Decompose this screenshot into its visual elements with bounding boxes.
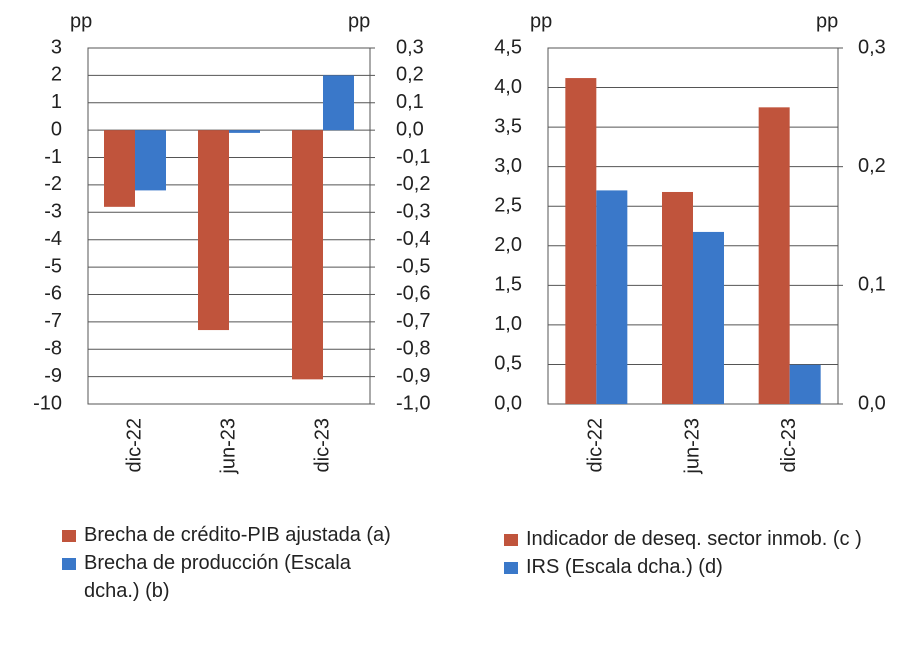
y2-tick-label: 0,0 [396,118,424,140]
y-axis-unit: pp [70,10,92,32]
y-tick-label: -2 [44,173,62,195]
y2-tick-label: 0,1 [396,91,424,113]
bar [565,78,597,404]
y-tick-label: 3 [51,36,62,58]
y-tick-label: 1,0 [494,313,522,335]
legend-item: Indicador de deseq. sector inmob. (c ) [504,525,874,553]
y-tick-label: 4,5 [494,36,522,58]
bar [693,231,724,404]
bar [758,107,790,404]
legend-item: IRS (Escala dcha.) (d) [504,553,874,581]
y-tick-label: 1,5 [494,274,522,296]
legend: Brecha de crédito-PIB ajustada (a) Brecha… [62,521,392,605]
bar [104,130,135,207]
y-tick-label: -5 [44,255,62,277]
y-tick-label: 4,0 [494,76,522,98]
x-tick-label: dic-23 [778,418,800,472]
legend-label: Indicador de deseq. sector inmob. (c ) [526,528,862,550]
y2-tick-label: -0,5 [396,255,430,277]
legend-label: Brecha de producción (Escala dcha.) (b) [84,552,351,602]
y-tick-label: 1 [51,91,62,113]
plot-frame [87,47,371,405]
y-tick-label: -4 [44,228,62,250]
legend-label: Brecha de crédito-PIB ajustada (a) [84,524,391,546]
bar [198,130,229,331]
bar [662,191,693,404]
bar [292,130,323,380]
y-tick-label: -7 [44,310,62,332]
bar [596,190,628,404]
y-axis-unit: pp [530,10,552,32]
y2-tick-label: 0,2 [858,155,886,177]
y-tick-label: 2,5 [494,195,522,217]
bar [229,130,260,133]
x-tick-label: jun-23 [217,418,239,475]
y-tick-label: -1 [44,146,62,168]
y2-tick-label: -0,1 [396,146,430,168]
y-tick-label: -9 [44,365,62,387]
y-tick-label: 2,0 [494,234,522,256]
legend-item: Brecha de producción (Escala dcha.) (b) [62,549,392,605]
x-tick-label: dic-23 [311,418,333,472]
legend-swatch [62,530,76,542]
y2-tick-label: -0,9 [396,365,430,387]
y-tick-label: 3,0 [494,155,522,177]
y-tick-label: 2 [51,64,62,86]
y2-tick-label: 0,1 [858,274,886,296]
y-tick-label: 0,5 [494,353,522,375]
y2-tick-label: 0,3 [396,36,424,58]
y-tick-label: 3,5 [494,115,522,137]
x-tick-label: dic-22 [123,418,145,472]
legend-label: IRS (Escala dcha.) (d) [526,556,723,578]
y-tick-label: -10 [33,392,62,414]
bar [789,364,821,404]
y-tick-label: -8 [44,338,62,360]
y2-tick-label: 0,2 [396,64,424,86]
bar [135,130,166,191]
y2-tick-label: -0,6 [396,283,430,305]
y2-tick-label: -0,2 [396,173,430,195]
legend-item: Brecha de crédito-PIB ajustada (a) [62,521,392,549]
y2-tick-label: -1,0 [396,392,430,414]
y2-tick-label: 0,3 [858,36,886,58]
y-tick-label: 0 [51,118,62,140]
y-tick-label: 0,0 [494,392,522,414]
y-tick-label: -6 [44,283,62,305]
y2-tick-label: -0,8 [396,338,430,360]
y-tick-label: -3 [44,201,62,223]
x-tick-label: dic-22 [585,418,607,472]
y2-axis-unit: pp [348,10,370,32]
y2-tick-label: -0,7 [396,310,430,332]
bar [323,75,354,131]
legend-swatch [504,562,518,574]
x-tick-label: jun-23 [681,418,703,475]
y2-tick-label: -0,3 [396,201,430,223]
y2-tick-label: -0,4 [396,228,430,250]
legend-swatch [504,534,518,546]
y2-axis-unit: pp [816,10,838,32]
y2-tick-label: 0,0 [858,392,886,414]
legend-swatch [62,558,76,570]
legend: Indicador de deseq. sector inmob. (c ) IR… [504,525,874,581]
